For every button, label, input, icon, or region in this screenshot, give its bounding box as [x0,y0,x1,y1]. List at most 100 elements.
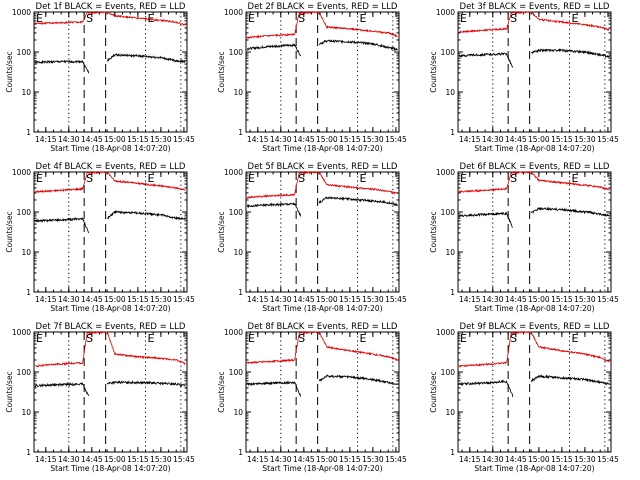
plot-frame [33,11,188,133]
y-tick-label: 1000 [12,328,31,337]
events-series-line [458,374,610,398]
y-tick-label: 10 [445,88,455,97]
detector-panel: Det 9f BLACK = Events, RED = LLD 1 10 100 10… [429,322,619,473]
y-axis-label: Counts/sec [5,371,14,412]
x-tick-label: 14:15 [247,135,269,144]
panel-title: Det 9f BLACK = Events, RED = LLD [460,322,610,332]
x-axis-label: Start Time (18-Apr-08 14:07:20) [50,304,170,313]
lld-series-line [34,171,186,194]
x-tick-label: 15:00 [316,455,338,464]
x-tick-label: 14:30 [482,295,504,304]
x-tick-label: 14:15 [247,455,269,464]
panel-title: Det 6f BLACK = Events, RED = LLD [460,162,610,172]
marker-label: E [360,172,367,185]
y-tick-label: 1000 [436,8,455,17]
x-tick-label: 14:45 [505,295,527,304]
x-tick-label: 14:45 [81,295,103,304]
detector-panel: Det 8f BLACK = Events, RED = LLD 1 10 100 10… [217,322,407,473]
marker-label: E [460,332,467,345]
x-tick-label: 14:30 [58,455,80,464]
marker-label: S [298,332,305,345]
y-axis-label: Counts/sec [217,371,226,412]
x-tick-label: 14:30 [270,295,292,304]
x-axis-label: Start Time (18-Apr-08 14:07:20) [50,144,170,153]
y-axis-label: Counts/sec [429,51,438,92]
marker-label: E [248,172,255,185]
x-tick-label: 14:15 [459,135,481,144]
y-tick-label: 100 [441,208,456,217]
x-tick-label: 15:30 [150,135,172,144]
x-axis-label: Start Time (18-Apr-08 14:07:20) [262,144,382,153]
x-tick-label: 15:45 [597,455,619,464]
events-series-line [246,196,398,217]
x-tick-label: 15:00 [104,455,126,464]
y-axis-label: Counts/sec [5,211,14,252]
detector-panel: Det 7f BLACK = Events, RED = LLD 1 10 100 10… [5,322,195,473]
marker-label: E [148,172,155,185]
marker-label: S [86,12,93,25]
x-tick-label: 14:45 [293,135,315,144]
x-tick-label: 14:15 [459,455,481,464]
plot-frame [245,171,400,293]
y-tick-label: 10 [233,88,243,97]
x-tick-label: 15:30 [362,135,384,144]
y-tick-label: 10 [21,248,31,257]
y-axis-label: Counts/sec [5,51,14,92]
y-tick-label: 100 [229,208,244,217]
marker-label: E [36,172,43,185]
x-tick-label: 15:30 [362,295,384,304]
x-tick-label: 15:45 [173,455,195,464]
y-tick-label: 10 [445,248,455,257]
x-tick-label: 15:00 [316,295,338,304]
marker-label: S [298,12,305,25]
x-tick-label: 15:30 [150,455,172,464]
x-tick-label: 15:00 [528,455,550,464]
marker-label: E [360,12,367,25]
marker-label: E [572,12,579,25]
x-tick-label: 14:45 [81,455,103,464]
lld-series-line [34,11,186,27]
y-tick-label: 10 [445,408,455,417]
events-series-line [458,47,610,68]
lld-series-line [246,331,398,365]
marker-label: E [572,332,579,345]
x-tick-label: 15:15 [551,135,573,144]
y-axis-label: Counts/sec [429,371,438,412]
x-tick-label: 15:45 [385,455,407,464]
events-series-line [34,379,186,397]
y-tick-label: 1 [450,448,455,457]
plot-frame [245,11,400,133]
x-tick-label: 14:15 [35,135,57,144]
x-tick-label: 15:45 [385,135,407,144]
y-tick-label: 1 [450,128,455,137]
x-axis-label: Start Time (18-Apr-08 14:07:20) [474,144,594,153]
x-tick-label: 14:45 [81,135,103,144]
marker-label: E [460,12,467,25]
x-tick-label: 15:15 [551,455,573,464]
x-tick-label: 15:00 [528,295,550,304]
x-tick-label: 14:30 [270,455,292,464]
y-tick-label: 1000 [436,328,455,337]
y-tick-label: 1000 [224,328,243,337]
y-tick-label: 1 [26,128,31,137]
x-tick-label: 15:30 [150,295,172,304]
y-tick-label: 10 [233,248,243,257]
x-axis-label: Start Time (18-Apr-08 14:07:20) [262,464,382,473]
x-tick-label: 15:30 [574,455,596,464]
x-tick-label: 15:45 [385,295,407,304]
marker-label: S [298,172,305,185]
x-tick-label: 15:30 [574,135,596,144]
marker-label: E [36,332,43,345]
y-tick-label: 1 [238,448,243,457]
panel-title: Det 3f BLACK = Events, RED = LLD [460,2,610,12]
x-axis-label: Start Time (18-Apr-08 14:07:20) [474,464,594,473]
y-tick-label: 100 [17,368,32,377]
marker-label: E [248,12,255,25]
y-tick-label: 10 [21,88,31,97]
detector-panel: Det 3f BLACK = Events, RED = LLD 1 10 100 10… [429,2,619,153]
lld-series-line [34,330,186,368]
y-tick-label: 1 [450,288,455,297]
lld-series-line [458,171,610,194]
x-tick-label: 15:00 [104,135,126,144]
y-axis-label: Counts/sec [217,211,226,252]
